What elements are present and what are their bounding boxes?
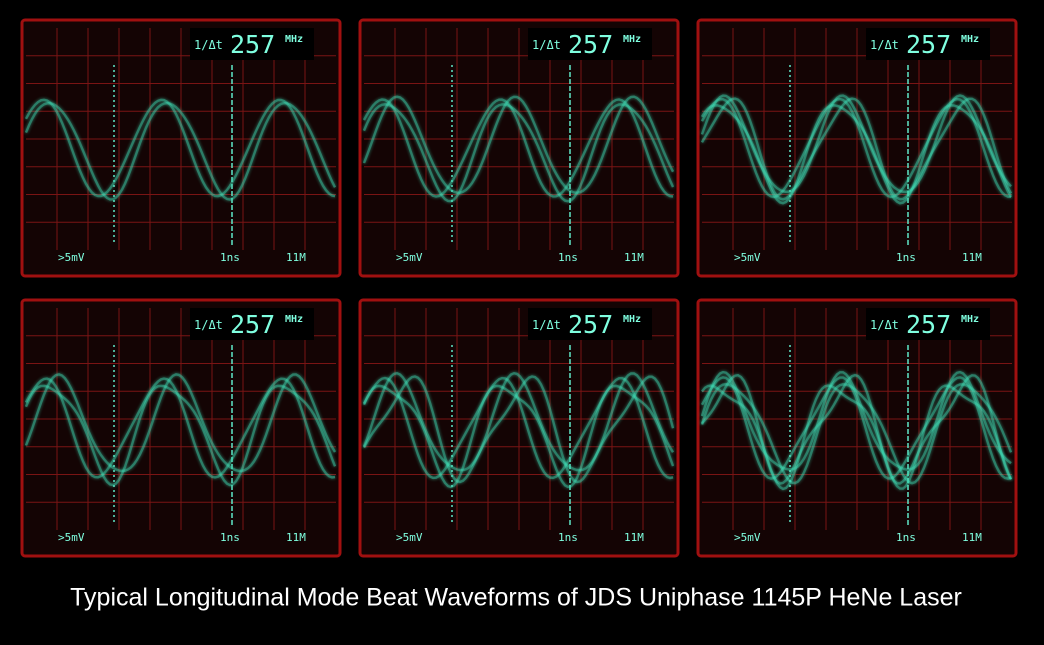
volts-readout: >5mV [58, 251, 85, 264]
caption: Typical Longitudinal Mode Beat Waveforms… [70, 584, 962, 612]
readout-unit: MHz [285, 34, 303, 45]
memory-readout: 11M [962, 251, 982, 264]
waveform-trace [24, 373, 337, 473]
readout-box [866, 28, 990, 60]
timebase-readout: 1ns [896, 531, 916, 544]
waveform-trace [362, 371, 675, 472]
timebase-readout: 1ns [558, 251, 578, 264]
readout-box [190, 28, 314, 60]
volts-readout: >5mV [396, 531, 423, 544]
timebase-readout: 1ns [558, 531, 578, 544]
readout-label: 1/Δt [532, 38, 561, 52]
waveform-trace [24, 98, 336, 198]
volts-readout: >5mV [396, 251, 423, 264]
readout-box [528, 308, 652, 340]
readout-unit: MHz [285, 314, 303, 325]
readout-value: 257 [568, 30, 613, 59]
scope-screen: 1/Δt 257 MHz >5mV 1ns 11M [696, 18, 1018, 278]
readout-unit: MHz [623, 314, 641, 325]
waveform-trace [700, 94, 1012, 194]
waveform-trace [362, 95, 675, 195]
timebase-readout: 1ns [896, 251, 916, 264]
memory-readout: 11M [962, 531, 982, 544]
memory-readout: 11M [624, 531, 644, 544]
waveform-trace [700, 382, 1013, 485]
scope-screen: 1/Δt 257 MHz >5mV 1ns 11M [20, 18, 342, 278]
readout-value: 257 [230, 310, 275, 339]
waveform-trace [700, 370, 1012, 471]
volts-readout: >5mV [58, 531, 85, 544]
waveform-trace [362, 98, 674, 198]
memory-readout: 11M [624, 251, 644, 264]
panels: 1/Δt 257 MHz >5mV 1ns 11M 1/Δt 257 MHz >5mV 1ns 11M… [20, 18, 1018, 558]
waveform-trace [362, 376, 674, 480]
scope-screen: 1/Δt 257 MHz >5mV 1ns 11M [358, 298, 680, 558]
waveform-trace [362, 103, 675, 203]
readout-unit: MHz [961, 34, 979, 45]
readout-value: 257 [230, 30, 275, 59]
memory-readout: 11M [286, 251, 306, 264]
volts-readout: >5mV [734, 531, 761, 544]
waveform-trace [362, 375, 675, 484]
readout-label: 1/Δt [870, 318, 899, 332]
waveform-trace [24, 377, 336, 479]
readout-value: 257 [906, 30, 951, 59]
memory-readout: 11M [286, 531, 306, 544]
readout-unit: MHz [623, 34, 641, 45]
readout-unit: MHz [961, 314, 979, 325]
waveform-trace [700, 97, 1013, 201]
readout-label: 1/Δt [870, 38, 899, 52]
readout-label: 1/Δt [532, 318, 561, 332]
waveform-trace [700, 376, 1012, 480]
scope-screen: 1/Δt 257 MHz >5mV 1ns 11M [696, 298, 1018, 558]
scope-screen: 1/Δt 257 MHz >5mV 1ns 11M [358, 18, 680, 278]
readout-label: 1/Δt [194, 318, 223, 332]
readout-box [528, 28, 652, 60]
readout-label: 1/Δt [194, 38, 223, 52]
timebase-readout: 1ns [220, 251, 240, 264]
volts-readout: >5mV [734, 251, 761, 264]
scope-screen: 1/Δt 257 MHz >5mV 1ns 11M [20, 298, 342, 558]
readout-value: 257 [568, 310, 613, 339]
readout-box [866, 308, 990, 340]
readout-value: 257 [906, 310, 951, 339]
timebase-readout: 1ns [220, 531, 240, 544]
readout-box [190, 308, 314, 340]
waveform-trace [24, 101, 337, 201]
